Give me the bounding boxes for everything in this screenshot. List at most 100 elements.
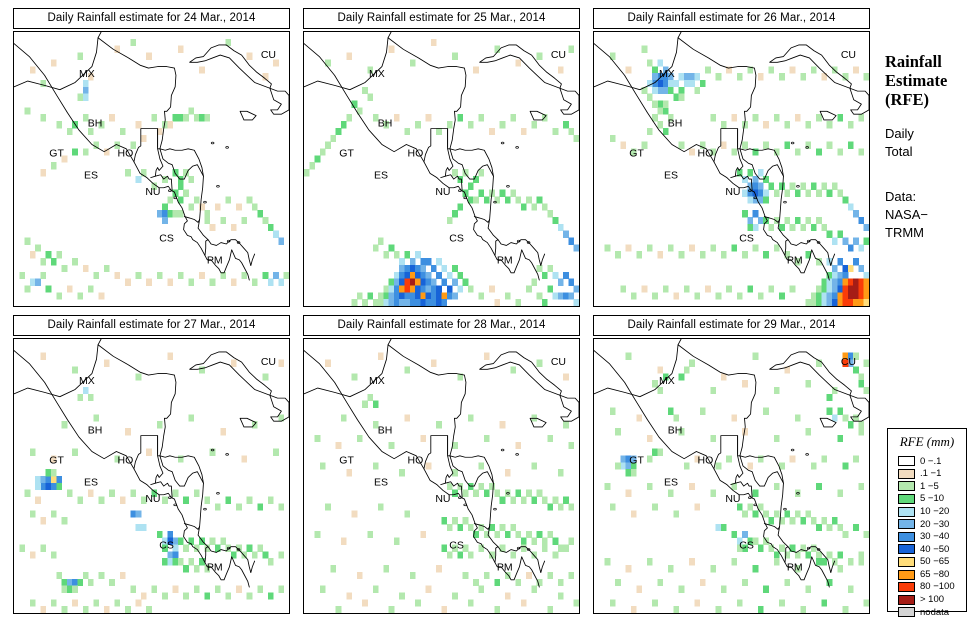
country-label-pm: PM: [497, 255, 513, 267]
country-label-cu: CU: [841, 356, 856, 368]
legend-swatch: [898, 481, 915, 492]
legend-item: 65 −80: [898, 568, 955, 581]
figure-subtitle-line-1: Total: [885, 143, 913, 159]
rainfall-cells: [604, 352, 869, 613]
legend-item: 0 −.1: [898, 455, 955, 468]
country-label-gt: GT: [629, 148, 644, 160]
map-frame: MX CU BH GT HO ES NU CS PM: [593, 31, 870, 307]
country-label-cu: CU: [551, 49, 566, 61]
country-code-labels: MX CU BH GT HO ES NU CS PM: [339, 49, 566, 267]
legend-swatch: [898, 531, 915, 542]
legend-item: > 100: [898, 594, 955, 607]
legend-label: .1 −1: [920, 468, 942, 480]
legend-swatch: [898, 544, 915, 555]
legend-item: .1 −1: [898, 468, 955, 481]
panel-title: Daily Rainfall estimate for 26 Mar., 201…: [593, 8, 870, 29]
country-label-nu: NU: [725, 493, 740, 505]
panel-title: Daily Rainfall estimate for 24 Mar., 201…: [13, 8, 290, 29]
country-code-labels: MX CU BH GT HO ES NU CS PM: [49, 49, 276, 267]
panel-2014-03-28: Daily Rainfall estimate for 28 Mar., 201…: [303, 315, 580, 614]
legend-item: 1 −5: [898, 480, 955, 493]
figure-data-source-line-1: NASA−: [885, 206, 928, 222]
country-label-gt: GT: [339, 455, 354, 467]
country-label-cu: CU: [551, 356, 566, 368]
country-label-pm: PM: [787, 562, 803, 574]
country-label-nu: NU: [725, 186, 740, 198]
country-code-labels: MX CU BH GT HO ES NU CS PM: [49, 356, 276, 574]
country-code-labels: MX CU BH GT HO ES NU CS PM: [629, 49, 856, 267]
country-label-bh: BH: [378, 118, 393, 130]
figure-data-source: Data: NASA− TRMM: [885, 188, 970, 242]
country-label-ho: HO: [118, 455, 134, 467]
panel-2014-03-24: Daily Rainfall estimate for 24 Mar., 201…: [13, 8, 290, 307]
country-label-es: ES: [664, 477, 678, 489]
country-label-ho: HO: [698, 148, 714, 160]
island-specks: [458, 141, 531, 244]
country-label-gt: GT: [339, 148, 354, 160]
country-label-cs: CS: [159, 540, 174, 552]
rainfall-raster: MX CU BH GT HO ES NU CS PM: [594, 32, 869, 306]
country-label-ho: HO: [118, 148, 134, 160]
country-label-cs: CS: [159, 233, 174, 245]
country-label-gt: GT: [49, 455, 64, 467]
country-label-nu: NU: [435, 493, 450, 505]
rainfall-raster: MX CU BH GT HO ES NU CS PM: [304, 32, 579, 306]
country-boundaries: [594, 32, 869, 281]
legend-swatch: [898, 506, 915, 517]
country-boundaries: [14, 339, 289, 588]
figure-data-source-line-2: TRMM: [885, 224, 924, 240]
country-label-mx: MX: [659, 375, 675, 387]
legend-label: 20 −30: [920, 518, 950, 530]
country-label-cu: CU: [261, 49, 276, 61]
country-boundaries: [304, 32, 579, 281]
country-label-es: ES: [374, 477, 388, 489]
legend-label: 65 −80: [920, 568, 950, 580]
island-specks: [748, 448, 821, 551]
country-label-mx: MX: [659, 68, 675, 80]
country-label-mx: MX: [369, 68, 385, 80]
country-label-ho: HO: [698, 455, 714, 467]
country-label-mx: MX: [79, 68, 95, 80]
legend-label: 50 −65: [920, 556, 950, 568]
rainfall-raster: MX CU BH GT HO ES NU CS PM: [14, 339, 289, 613]
country-label-es: ES: [84, 477, 98, 489]
rainfall-raster: MX CU BH GT HO ES NU CS PM: [594, 339, 869, 613]
country-boundaries: [14, 32, 289, 281]
legend-label: 40 −50: [920, 543, 950, 555]
legend-swatch: [898, 582, 915, 593]
country-label-pm: PM: [207, 255, 223, 267]
figure-sidebar: Rainfall Estimate (RFE) Daily Total Data: NA…: [880, 0, 970, 635]
panel-2014-03-29: Daily Rainfall estimate for 29 Mar., 201…: [593, 315, 870, 614]
island-specks: [168, 141, 241, 244]
country-label-ho: HO: [408, 148, 424, 160]
country-label-bh: BH: [88, 425, 103, 437]
legend-label: 80 −100: [920, 581, 955, 593]
country-label-bh: BH: [378, 425, 393, 437]
legend-item: 40 −50: [898, 543, 955, 556]
country-boundaries: [594, 339, 869, 588]
rainfall-cells: [314, 352, 579, 613]
country-label-cs: CS: [739, 233, 754, 245]
country-label-bh: BH: [668, 118, 683, 130]
rainfall-raster: MX CU BH GT HO ES NU CS PM: [304, 339, 579, 613]
legend-swatch: [898, 468, 915, 479]
legend-label: 10 −20: [920, 505, 950, 517]
legend-swatch: [898, 557, 915, 568]
legend-item: 5 −10: [898, 493, 955, 506]
legend-swatch: [898, 519, 915, 530]
country-label-nu: NU: [145, 493, 160, 505]
map-panel-grid: Daily Rainfall estimate for 24 Mar., 201…: [13, 8, 870, 614]
panel-2014-03-25: Daily Rainfall estimate for 25 Mar., 201…: [303, 8, 580, 307]
legend-item: nodata: [898, 606, 955, 619]
legend-label: > 100: [920, 594, 945, 606]
panel-title: Daily Rainfall estimate for 27 Mar., 201…: [13, 315, 290, 336]
figure-title-line-0: Rainfall: [885, 52, 942, 71]
country-label-cu: CU: [261, 356, 276, 368]
legend-label: 30 −40: [920, 531, 950, 543]
legend-swatch: [898, 594, 915, 605]
island-specks: [168, 448, 241, 551]
country-label-es: ES: [374, 170, 388, 182]
legend-item: 30 −40: [898, 531, 955, 544]
island-specks: [458, 448, 531, 551]
country-label-ho: HO: [408, 455, 424, 467]
